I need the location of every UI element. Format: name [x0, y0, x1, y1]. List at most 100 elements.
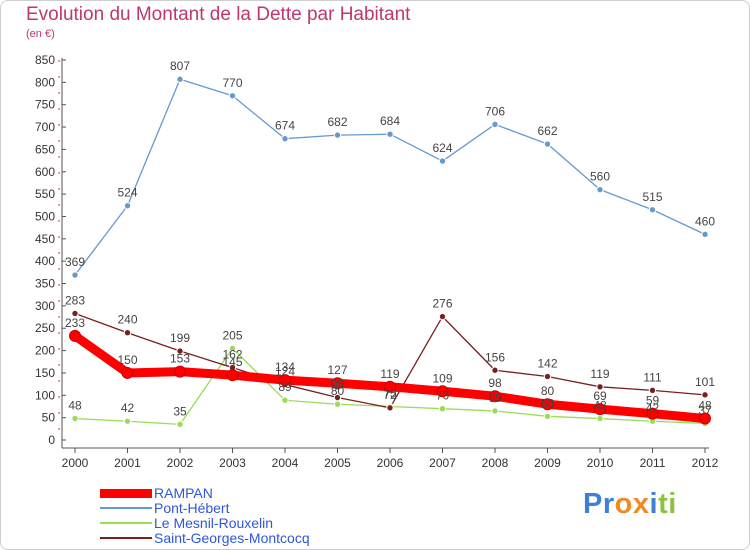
legend-swatch-saint-georges-montcocq	[100, 537, 152, 539]
proxiti-logo: Proxiti	[583, 488, 677, 521]
data-label-saint-georges-montcocq: 156	[485, 350, 505, 364]
y-tick-label: 50	[42, 411, 56, 425]
data-label-rampan: 127	[327, 363, 347, 377]
data-point-rampan	[541, 398, 554, 411]
data-label-rampan: 119	[380, 367, 399, 381]
data-label-le-mesnil-rouxelin: 37	[698, 403, 712, 417]
data-label-rampan: 48	[698, 399, 712, 413]
data-point-pont-h-bert	[596, 185, 604, 194]
data-label-saint-georges-montcocq: 124	[275, 365, 295, 379]
data-label-le-mesnil-rouxelin: 53	[541, 396, 555, 410]
data-point-rampan	[69, 329, 81, 342]
data-point-pont-h-bert	[71, 271, 79, 279]
data-label-le-mesnil-rouxelin: 70	[436, 389, 450, 403]
logo-letter: o	[614, 488, 633, 520]
data-label-le-mesnil-rouxelin: 48	[593, 399, 607, 413]
data-label-le-mesnil-rouxelin: 35	[173, 404, 187, 418]
logo-letter: i	[649, 488, 659, 520]
data-point-le-mesnil-rouxelin	[491, 407, 499, 415]
data-point-saint-georges-montcocq	[123, 329, 132, 337]
y-tick-label: 100	[35, 388, 55, 402]
logo-letter: t	[658, 488, 669, 520]
y-tick-label: 600	[35, 165, 55, 179]
legend-swatch-pont-hebert	[100, 507, 152, 509]
data-label-rampan: 134	[275, 360, 295, 374]
data-label-saint-georges-montcocq: 72	[383, 388, 397, 402]
x-tick-label: 2011	[640, 456, 666, 470]
data-label-rampan: 153	[170, 352, 190, 366]
data-label-rampan: 98	[488, 376, 502, 390]
data-label-le-mesnil-rouxelin: 42	[646, 401, 660, 415]
data-point-le-mesnil-rouxelin	[438, 405, 447, 413]
data-point-rampan	[174, 365, 186, 378]
data-label-rampan: 233	[65, 316, 85, 330]
y-tick-label: 200	[35, 344, 55, 358]
data-label-pont-h-bert: 524	[117, 186, 137, 200]
legend-item-rampan: RAMPAN	[100, 486, 213, 500]
y-tick-label: 500	[35, 209, 55, 223]
legend-item-le-mesnil-rouxelin: Le Mesnil-Rouxelin	[100, 516, 273, 530]
x-tick-label: 2002	[167, 456, 194, 470]
y-tick-label: 400	[35, 254, 55, 268]
data-point-saint-georges-montcocq	[333, 393, 342, 402]
data-point-rampan	[594, 403, 606, 416]
data-point-le-mesnil-rouxelin	[543, 412, 552, 421]
x-tick-label: 2009	[534, 456, 561, 470]
series-points	[69, 75, 711, 429]
data-point-le-mesnil-rouxelin	[596, 414, 604, 423]
data-point-rampan	[436, 385, 449, 398]
data-point-pont-h-bert	[123, 202, 132, 210]
y-tick-label: 850	[35, 53, 55, 67]
x-tick-label: 2001	[114, 456, 141, 470]
data-point-rampan	[699, 412, 711, 425]
legend-swatch-le-mesnil-rouxelin	[100, 522, 152, 524]
data-point-pont-h-bert	[648, 206, 657, 214]
data-label-le-mesnil-rouxelin: 205	[222, 328, 242, 342]
logo-letter: i	[668, 488, 677, 520]
data-point-pont-h-bert	[228, 92, 237, 100]
legend-swatch-rampan	[100, 488, 152, 498]
data-label-saint-georges-montcocq: 283	[65, 293, 85, 307]
axes: 0 50 100 150 200 250 300 350 400 450 500 550 600 650 7…	[35, 53, 719, 470]
data-point-saint-georges-montcocq	[386, 404, 394, 412]
x-tick-label: 2000	[62, 456, 89, 470]
data-point-rampan	[331, 377, 344, 390]
data-label-pont-h-bert: 369	[65, 255, 85, 269]
data-point-rampan	[489, 390, 501, 403]
y-tick-label: 550	[35, 187, 55, 201]
x-tick-label: 2012	[692, 456, 719, 470]
data-label-saint-georges-montcocq: 142	[537, 357, 557, 371]
logo-letter: x	[632, 488, 650, 520]
data-point-le-mesnil-rouxelin	[123, 417, 132, 425]
data-point-le-mesnil-rouxelin	[228, 344, 237, 353]
data-point-pont-h-bert	[333, 131, 342, 139]
data-point-pont-h-bert	[543, 140, 552, 148]
legend-label-le-mesnil-rouxelin: Le Mesnil-Rouxelin	[154, 515, 274, 531]
data-label-le-mesnil-rouxelin: 65	[488, 391, 502, 405]
data-label-saint-georges-montcocq: 199	[170, 331, 190, 345]
data-label-pont-h-bert: 662	[537, 124, 557, 138]
data-label-saint-georges-montcocq: 119	[590, 367, 609, 381]
y-tick-label: 350	[35, 277, 55, 291]
data-point-le-mesnil-rouxelin	[333, 400, 342, 408]
x-tick-label: 2006	[377, 456, 404, 470]
data-label-le-mesnil-rouxelin: 89	[278, 380, 292, 394]
legend-label-saint-georges-montcocq: Saint-Georges-Montcocq	[154, 530, 310, 546]
data-point-rampan	[121, 366, 134, 379]
x-tick-label: 2005	[324, 456, 351, 470]
chart-title: Evolution du Montant de la Dette par Hab…	[26, 4, 411, 25]
data-label-pont-h-bert: 460	[695, 214, 715, 228]
data-label-rampan: 80	[541, 384, 555, 398]
data-point-saint-georges-montcocq	[71, 309, 79, 318]
data-point-pont-h-bert	[438, 157, 447, 165]
x-tick-label: 2010	[587, 456, 614, 470]
data-label-saint-georges-montcocq: 162	[222, 348, 242, 362]
data-point-saint-georges-montcocq	[543, 372, 552, 381]
data-point-saint-georges-montcocq	[438, 312, 447, 321]
data-label-saint-georges-montcocq: 111	[643, 370, 662, 384]
y-tick-label: 800	[35, 75, 55, 89]
data-label-pont-h-bert: 560	[590, 170, 610, 184]
data-point-rampan	[279, 374, 291, 387]
data-point-rampan	[384, 380, 396, 393]
data-point-pont-h-bert	[701, 230, 709, 239]
